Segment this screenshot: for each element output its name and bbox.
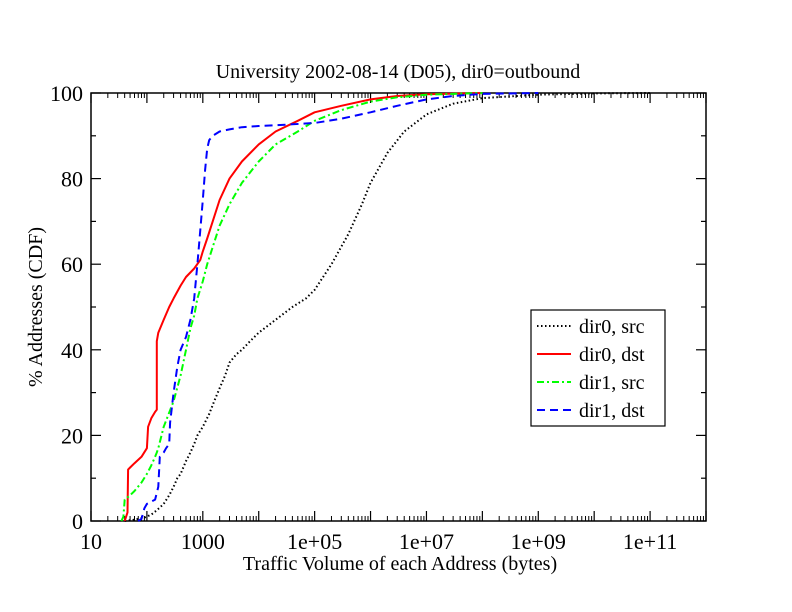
legend: dir0, src dir0, dst dir1, src dir1, dst <box>530 309 666 427</box>
y-tick-label: 40 <box>61 338 83 363</box>
x-tick-label: 1000 <box>181 529 225 554</box>
x-tick-label: 1e+07 <box>399 529 454 554</box>
x-tick-label: 1e+09 <box>511 529 566 554</box>
y-tick-label: 0 <box>72 509 83 534</box>
y-tick-label: 20 <box>61 423 83 448</box>
legend-box <box>530 309 666 427</box>
legend-label: dir1, src <box>579 372 645 394</box>
series-line-2 <box>123 92 483 522</box>
y-tick-label: 100 <box>50 81 83 106</box>
x-axis-label: Traffic Volume of each Address (bytes) <box>243 553 557 575</box>
x-tick-label: 1e+11 <box>623 529 677 554</box>
x-tick-label: 10 <box>80 529 102 554</box>
y-tick-label: 60 <box>61 252 83 277</box>
legend-label: dir1, dst <box>579 400 645 422</box>
legend-label: dir0, dst <box>579 344 645 366</box>
series-layer <box>120 92 651 522</box>
series-line-1 <box>124 92 651 522</box>
plot-axes: 10 1000 1e+05 1e+07 1e+09 1e+11 0 20 40 60 80 100 <box>50 81 707 554</box>
plot-frame <box>90 92 707 522</box>
y-tick-label: 80 <box>61 167 83 192</box>
x-tick-label: 1e+05 <box>287 529 342 554</box>
series-line-4 <box>137 92 539 522</box>
legend-label: dir0, src <box>579 316 645 338</box>
chart-title: University 2002-08-14 (D05), dir0=outbou… <box>216 61 581 83</box>
y-axis-label: % Addresses (CDF) <box>25 227 47 387</box>
series-line-3 <box>120 92 483 522</box>
